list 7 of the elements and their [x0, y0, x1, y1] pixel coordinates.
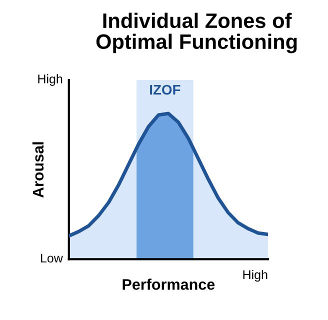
x-axis-title: Performance	[122, 278, 215, 290]
y-axis-title: Arousal	[32, 142, 44, 198]
text: High	[243, 270, 268, 282]
text: Low	[41, 254, 63, 263]
text: IZOF	[150, 84, 180, 95]
text: High	[38, 74, 62, 86]
chart-title: Individual Zones of Optimal Functioning	[96, 12, 297, 54]
